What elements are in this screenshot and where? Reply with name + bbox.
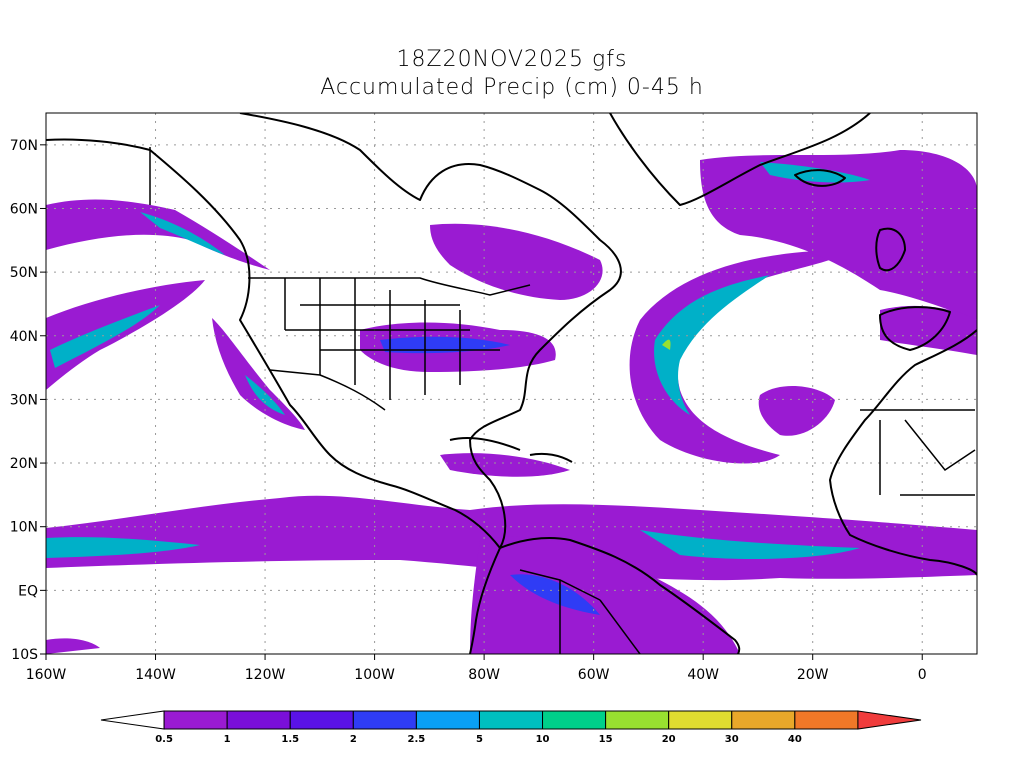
coastline-hispaniola <box>529 452 573 463</box>
coastline-iberia <box>879 306 951 351</box>
precip-area-california <box>212 318 305 430</box>
lat-tick-label: 10S <box>11 647 38 663</box>
lon-tick-label: 20W <box>797 667 829 683</box>
precip-area-north-atlantic <box>700 150 977 320</box>
precip-area-canada <box>430 223 603 300</box>
colorbar-level-label: 2 <box>350 734 357 745</box>
lon-tick-label: 60W <box>578 667 610 683</box>
precip-area-pacific-core <box>50 305 160 368</box>
coastline-cuba <box>449 437 521 451</box>
lat-tick-label: 70N <box>10 138 38 154</box>
lat-tick-label: 10N <box>10 520 38 536</box>
precip-area-atlantic-peak <box>662 339 671 350</box>
precip-area-central-atlantic <box>758 385 835 436</box>
colorbar-level-label: 5 <box>476 734 483 745</box>
coastline-south-america <box>469 537 741 654</box>
precip-area-caribbean <box>440 453 570 477</box>
lat-tick-label: 60N <box>10 201 38 217</box>
lat-tick-label: 30N <box>10 392 38 408</box>
precip-area-itcz-core-east <box>640 530 860 560</box>
border-us-mexico <box>269 369 386 411</box>
colorbar-level-label: 2.5 <box>408 734 426 745</box>
colorbar-swatch <box>668 710 733 730</box>
lon-tick-label: 40W <box>687 667 719 683</box>
border-south-america <box>519 569 641 654</box>
coastline-north-america <box>46 113 622 549</box>
map-title: 18Z20NOV2025 gfs <box>396 47 628 72</box>
precip-area-south-america-core <box>510 574 600 615</box>
longitude-axis: 160W 140W 120W 100W 80W 60W 40W 20W 0 <box>26 654 927 683</box>
borders <box>149 147 976 654</box>
lon-tick-label: 0 <box>918 667 927 683</box>
lat-tick-label: 40N <box>10 329 38 345</box>
colorbar-level-label: 20 <box>662 734 676 745</box>
precip-fields <box>46 150 977 654</box>
colorbar-swatch <box>226 710 291 730</box>
coastline-greenland <box>609 113 871 206</box>
latitude-axis: 70N 60N 50N 40N 30N 20N 10N EQ 10S <box>10 138 46 663</box>
lon-tick-label: 120W <box>245 667 286 683</box>
colorbar-level-label: 15 <box>599 734 613 745</box>
colorbar-level-label: 10 <box>536 734 550 745</box>
border-us-states <box>284 278 500 400</box>
colorbar-swatch <box>542 710 607 730</box>
lat-tick-label: EQ <box>18 583 38 599</box>
precip-area-itcz-core <box>46 537 200 558</box>
precip-area-alaska-core <box>140 212 225 255</box>
colorbar-swatch <box>415 710 480 730</box>
colorbar-swatch <box>478 710 544 730</box>
colorbar-swatch <box>605 710 670 730</box>
graticule <box>46 113 977 654</box>
lon-tick-label: 160W <box>26 667 67 683</box>
lon-tick-label: 100W <box>354 667 395 683</box>
colorbar-level-label: 1.5 <box>281 734 299 745</box>
colorbar-swatch <box>352 710 417 730</box>
colorbar: 0.5 1 1.5 2 2.5 5 10 15 20 30 40 <box>100 710 922 745</box>
lon-tick-label: 80W <box>468 667 500 683</box>
colorbar-level-label: 1 <box>224 734 231 745</box>
precip-area-pacific-band <box>46 280 205 390</box>
lon-tick-label: 140W <box>135 667 176 683</box>
colorbar-swatch <box>163 710 228 730</box>
border-us-canada <box>248 277 531 296</box>
colorbar-level-label: 0.5 <box>155 734 173 745</box>
colorbar-under-triangle <box>100 710 165 730</box>
lat-tick-label: 20N <box>10 456 38 472</box>
colorbar-level-label: 30 <box>725 734 739 745</box>
border-africa <box>860 409 976 496</box>
precip-area-alaska <box>46 199 270 270</box>
lat-tick-label: 50N <box>10 265 38 281</box>
precip-area-south-pacific <box>46 638 100 654</box>
map-frame <box>45 112 978 655</box>
precip-area-eastern-us-core <box>380 336 510 354</box>
precip-area-south-america <box>470 536 740 654</box>
colorbar-swatch <box>794 710 859 730</box>
coastline-africa <box>829 329 977 576</box>
precip-area-iberia <box>880 305 977 355</box>
precip-area-atlantic-core <box>654 275 770 415</box>
coastline-uk <box>875 227 906 272</box>
colorbar-over-triangle <box>857 710 922 730</box>
colorbar-swatch <box>289 710 354 730</box>
colorbar-swatch <box>731 710 796 730</box>
coastline-iceland <box>794 169 846 187</box>
map-subtitle: Accumulated Precip (cm) 0-45 h <box>320 75 704 100</box>
colorbar-level-label: 40 <box>788 734 802 745</box>
coastlines <box>46 113 977 654</box>
